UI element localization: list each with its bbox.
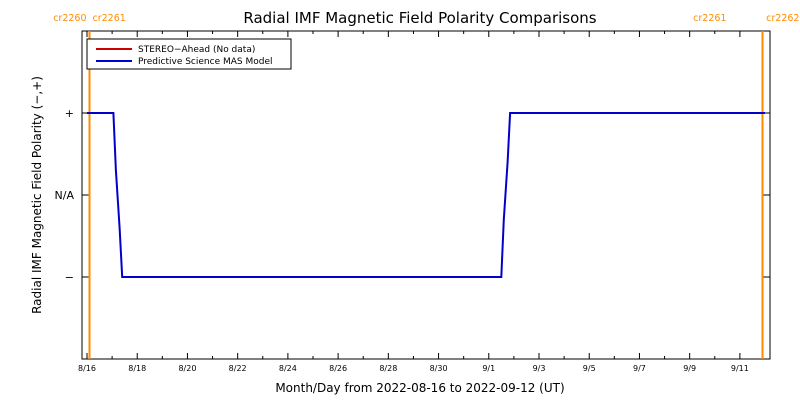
y-tick-label: + <box>65 107 74 120</box>
x-tick-label: 9/7 <box>633 364 646 373</box>
y-axis-label: Radial IMF Magnetic Field Polarity (−,+) <box>30 76 44 314</box>
x-tick-label: 8/16 <box>78 364 96 373</box>
series-layer <box>87 112 765 278</box>
x-tick-label: 9/5 <box>583 364 596 373</box>
x-tick-label: 8/22 <box>229 364 247 373</box>
x-tick-label: 9/9 <box>683 364 696 373</box>
x-axis-ticks: 8/16 8/18 8/20 8/22 8/24 8/26 8/28 8/30 9/1 9/3 9/… <box>78 31 749 373</box>
y-tick-label: N/A <box>55 189 75 202</box>
carrington-markers: cr2260 cr2261 cr2261 cr2262 <box>53 13 799 359</box>
plot-area-frame <box>81 30 771 360</box>
legend-box <box>86 38 292 70</box>
legend: STEREO−Ahead (No data) Predictive Scienc… <box>86 38 292 70</box>
legend-label-stereo: STEREO−Ahead (No data) <box>138 45 255 55</box>
series-line-mas-model <box>87 112 765 278</box>
y-tick-label: − <box>65 271 74 284</box>
x-tick-label: 8/18 <box>128 364 146 373</box>
x-tick-label: 8/20 <box>178 364 196 373</box>
carrington-label-right: cr2261 <box>93 13 126 24</box>
chart-title: Radial IMF Magnetic Field Polarity Compa… <box>243 9 596 27</box>
carrington-label-left: cr2260 <box>53 13 86 24</box>
x-tick-label: 9/1 <box>482 364 495 373</box>
carrington-label-right: cr2262 <box>766 13 799 24</box>
y-axis-ticks: + N/A − <box>55 107 770 284</box>
x-tick-label: 8/26 <box>329 364 347 373</box>
legend-label-mas-model: Predictive Science MAS Model <box>138 57 273 67</box>
x-tick-label: 8/28 <box>379 364 397 373</box>
x-tick-label: 9/3 <box>533 364 546 373</box>
x-tick-label: 9/11 <box>731 364 749 373</box>
carrington-label-left: cr2261 <box>693 13 726 24</box>
x-tick-label: 8/30 <box>430 364 448 373</box>
x-tick-label: 8/24 <box>279 364 297 373</box>
x-axis-label: Month/Day from 2022-08-16 to 2022-09-12 … <box>275 381 564 395</box>
